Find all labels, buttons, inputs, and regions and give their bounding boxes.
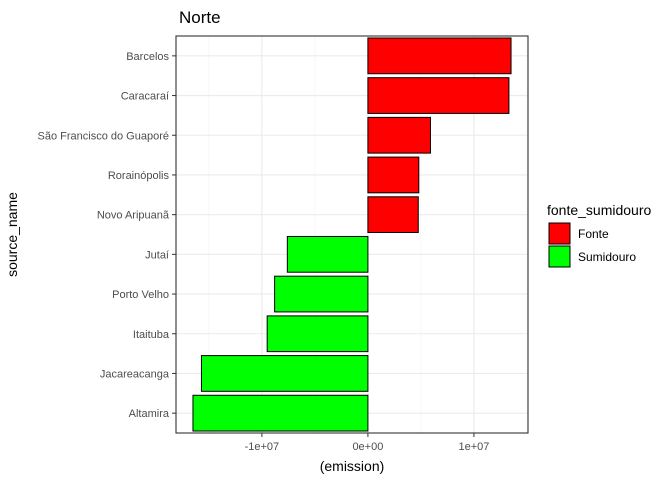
x-tick-label: -1e+07 — [245, 441, 280, 453]
bar-sao-francisco-do-guapore — [367, 116, 431, 154]
bar-altamira — [192, 394, 369, 432]
y-tick-label: Porto Velho — [112, 289, 169, 301]
chart-title: Norte — [179, 8, 221, 27]
legend: fonte_sumidouro Fonte Sumidouro — [547, 202, 652, 268]
y-tick-label: Caracaraí — [121, 91, 169, 103]
bars — [192, 37, 512, 432]
x-axis-title: (emission) — [320, 458, 385, 474]
y-tick-label: Altamira — [129, 408, 170, 420]
y-axis-title: source_name — [4, 192, 20, 277]
y-axis: Barcelos Caracaraí São Francisco do Guapor… — [38, 51, 176, 420]
legend-key-sumidouro — [548, 245, 571, 268]
y-tick-label: Itaituba — [133, 329, 170, 341]
bar-rorainopolis — [367, 156, 420, 194]
legend-label-sumidouro: Sumidouro — [578, 250, 636, 264]
x-tick-label: 0e+00 — [352, 441, 383, 453]
y-tick-label: São Francisco do Guaporé — [38, 130, 169, 142]
legend-title: fonte_sumidouro — [547, 202, 652, 218]
y-tick-label: Barcelos — [126, 51, 169, 63]
y-tick-label: Novo Aripuanã — [97, 210, 170, 222]
bar-itaituba — [266, 315, 369, 353]
legend-label-fonte: Fonte — [578, 227, 609, 241]
legend-key-fonte — [548, 222, 571, 245]
bar-jutai — [286, 235, 369, 273]
y-tick-label: Rorainópolis — [108, 170, 170, 182]
x-tick-label: 1e+07 — [458, 441, 489, 453]
panel-border — [175, 35, 529, 434]
y-tick-label: Jutaí — [145, 249, 169, 261]
bar-novo-aripuana — [367, 196, 419, 234]
bar-porto-velho — [274, 275, 369, 313]
bar-caracarai — [367, 77, 510, 114]
bar-jacareacanga — [200, 355, 369, 392]
y-tick-label: Jacareacanga — [100, 368, 170, 380]
bar-barcelos — [367, 37, 512, 75]
x-axis: -1e+07 0e+00 1e+07 — [245, 433, 489, 453]
